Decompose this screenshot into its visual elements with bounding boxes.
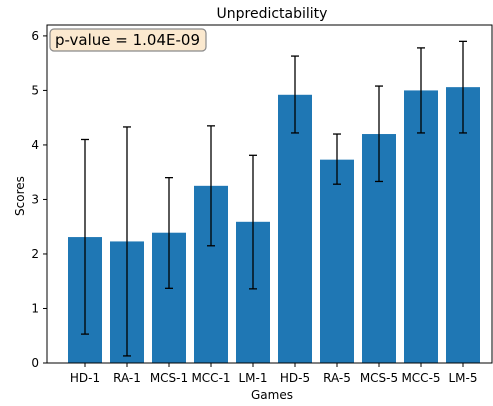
x-tick-label: MCS-1 [150,371,188,385]
error-bar-MCC-5 [417,47,425,134]
x-tick-label: MCC-1 [191,371,230,385]
error-bar-MCS-5 [375,85,383,183]
x-tick-label: LM-1 [238,371,267,385]
x-tick-label: HD-1 [70,371,100,385]
y-tick-label: 5 [31,83,39,97]
x-tick-label: MCC-5 [401,371,440,385]
bar-RA-5 [320,159,354,363]
y-tick-label: 6 [31,29,39,43]
error-bar-MCC-1 [207,125,215,247]
x-tick-label: RA-5 [323,371,351,385]
chart-title: Unpredictability [217,6,328,22]
p-value-annotation: p-value = 1.04E-09 [49,28,207,52]
error-bar-MCS-1 [165,176,173,289]
x-tick-label: RA-1 [113,371,141,385]
error-bar-LM-1 [249,154,257,290]
y-tick-label: 0 [31,356,39,370]
error-bar-LM-5 [459,40,467,134]
y-tick-label: 4 [31,138,39,152]
y-axis-label: Scores [13,176,27,216]
x-tick-label: LM-5 [448,371,477,385]
y-tick-label: 3 [31,192,39,206]
x-tick-label: HD-5 [280,371,310,385]
bar-HD-5 [278,94,312,364]
error-bar-RA-5 [333,133,341,185]
bars-layer [68,87,480,364]
x-axis-label: Games [251,388,293,402]
plot-frame [46,24,493,364]
p-value-text: p-value = 1.04E-09 [55,31,200,49]
error-bar-HD-1 [81,138,89,335]
p-value-box [49,28,207,52]
error-bar-HD-5 [291,55,299,134]
axes-layer: HD-1 RA-1 MCS-1 MCC-1 LM-1 HD-5 RA-5 MCS-5 MCC-5… [31,24,493,385]
error-bars-layer [81,40,467,357]
x-tick-label: MCS-5 [360,371,398,385]
error-bar-RA-1 [123,126,131,357]
y-tick-label: 1 [31,301,39,315]
y-tick-label: 2 [31,247,39,261]
bar-MCC-5 [404,90,438,363]
